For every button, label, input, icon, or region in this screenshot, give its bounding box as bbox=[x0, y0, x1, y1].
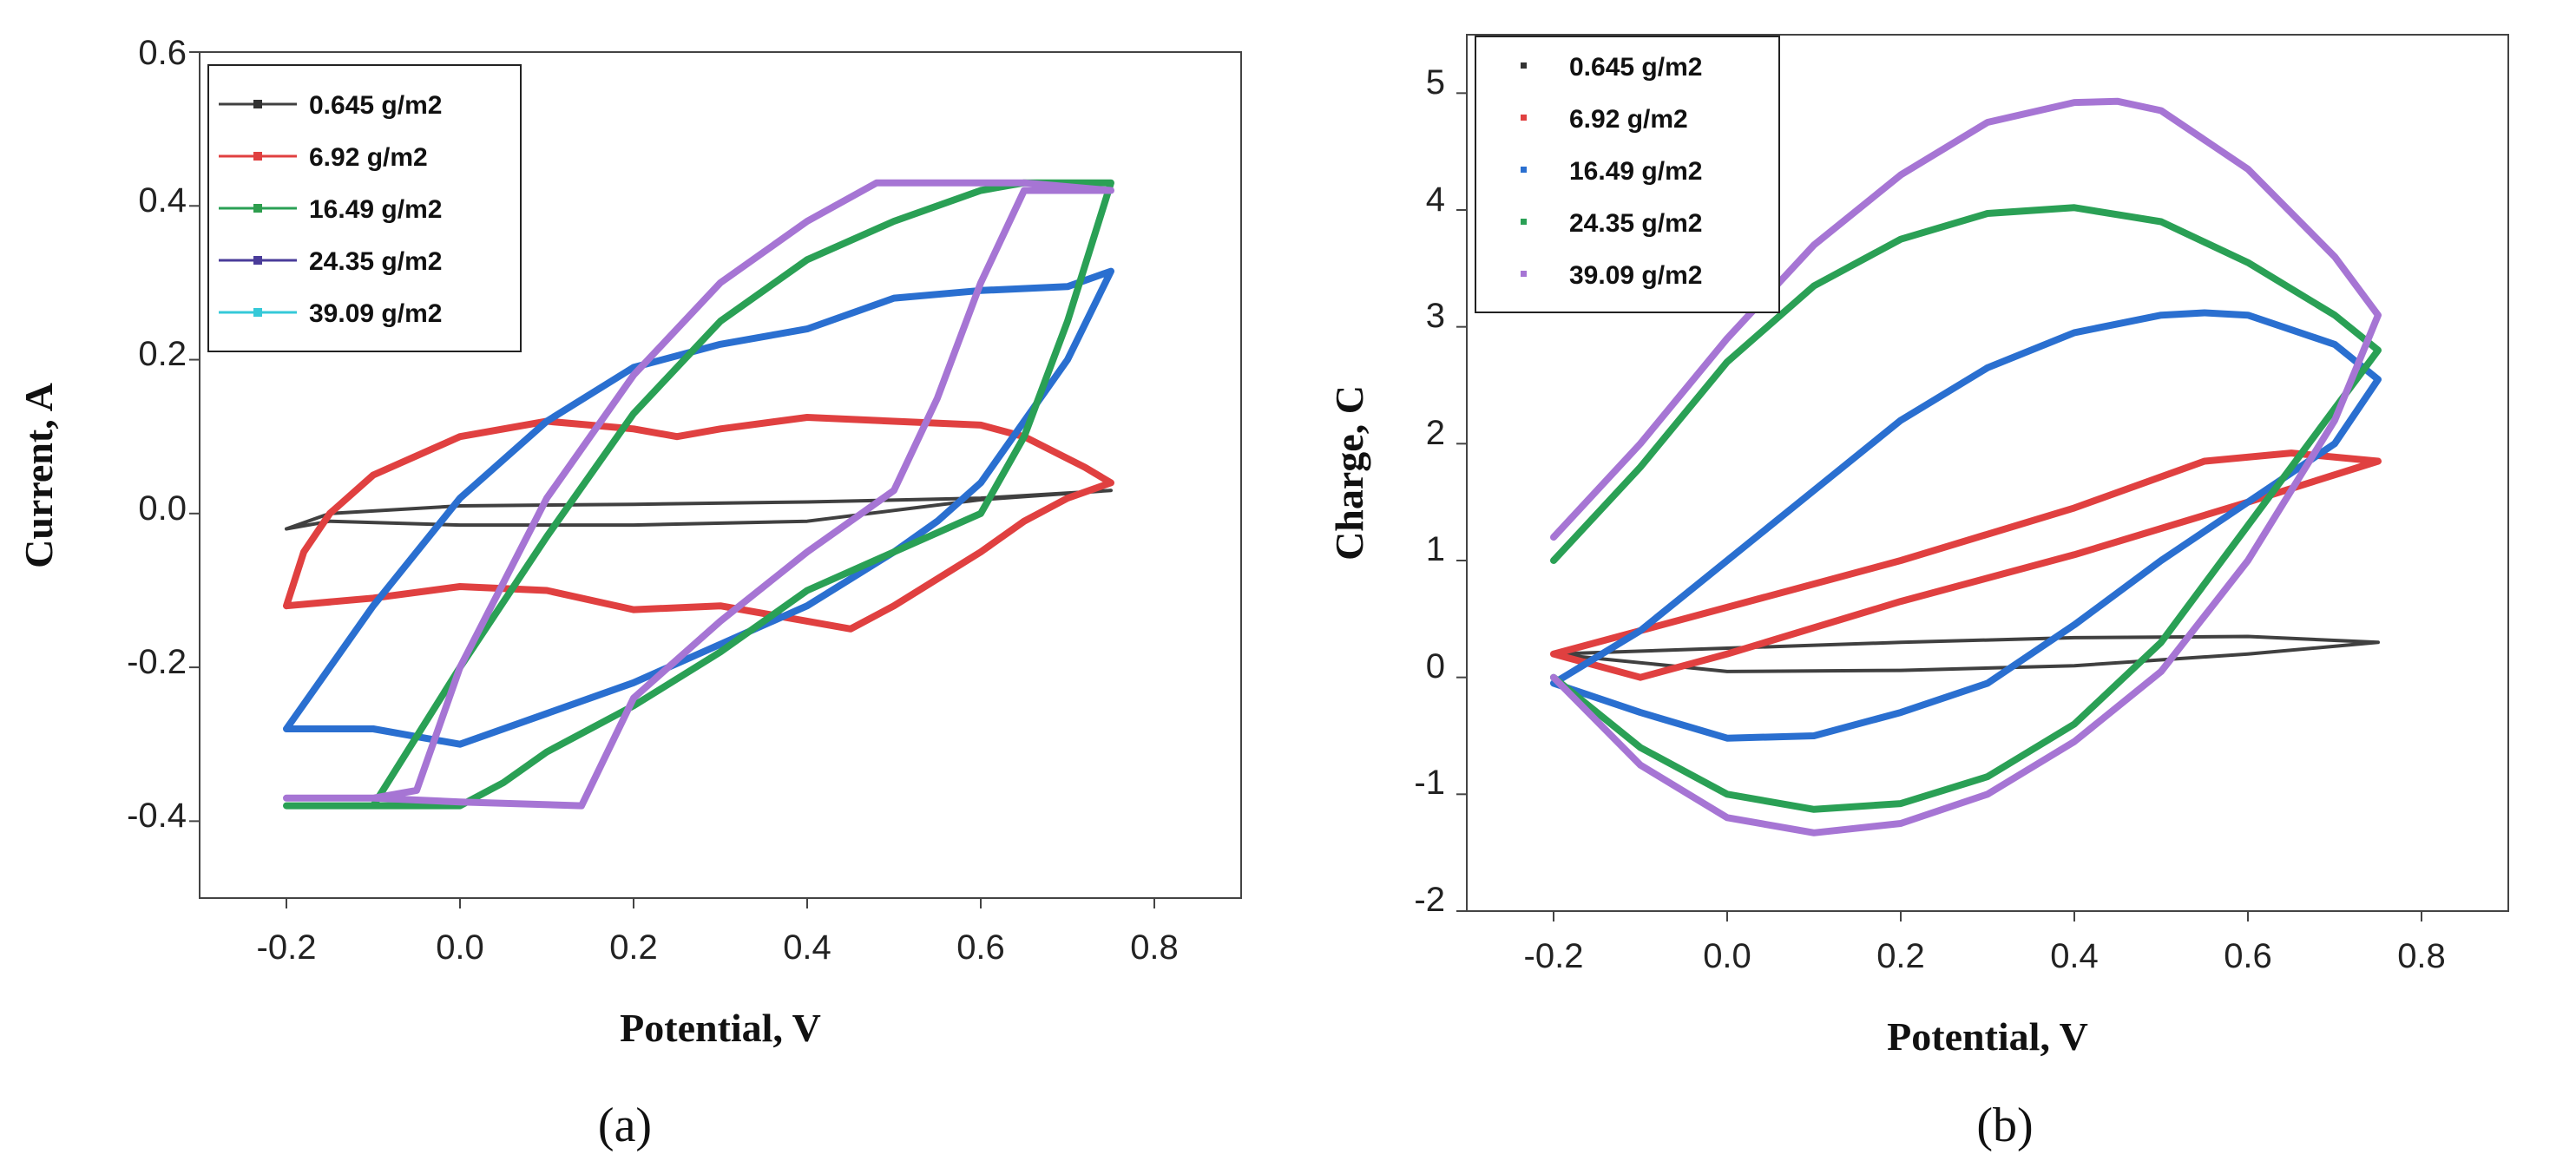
axis-ticks-b bbox=[1456, 92, 2422, 921]
panel-b: -2 -1 0 1 2 3 4 5 -0.2 0.0 0.2 0.4 0.6 0… bbox=[1327, 34, 2509, 1152]
series-group-a bbox=[283, 179, 1114, 810]
legend-marker bbox=[253, 256, 262, 265]
legend-label: 39.09 g/m2 bbox=[1569, 261, 1702, 290]
y-tick-label: 4 bbox=[1426, 180, 1445, 219]
y-tick-label: 2 bbox=[1426, 414, 1445, 452]
plot-frame-a bbox=[199, 51, 1242, 899]
series-line-39-09-g-m2 bbox=[1550, 97, 2382, 836]
panel-a: -0.4 -0.2 0.0 0.2 0.4 0.6 -0.2 0.0 0.2 0… bbox=[16, 34, 1242, 1152]
x-tick-label: 0.8 bbox=[2397, 937, 2446, 975]
y-axis-label: Current, A bbox=[16, 383, 61, 568]
x-tick-label: 0.4 bbox=[783, 928, 831, 967]
series-line-16-49-g-m2 bbox=[1550, 309, 2382, 742]
legend-marker bbox=[1521, 167, 1527, 173]
x-tick-label: 0.0 bbox=[436, 928, 484, 967]
series-group-b bbox=[1550, 97, 2382, 836]
legend-label: 24.35 g/m2 bbox=[1569, 209, 1702, 238]
x-tick-label: 0.0 bbox=[1703, 937, 1751, 975]
x-tick-label: 0.6 bbox=[956, 928, 1005, 967]
panel-caption-a: (a) bbox=[598, 1099, 652, 1152]
plot-frame-b bbox=[1466, 34, 2509, 912]
y-tick-label: 0.0 bbox=[138, 489, 187, 528]
y-tick-label: -0.2 bbox=[127, 643, 187, 681]
x-tick-label: 0.4 bbox=[2050, 937, 2099, 975]
y-tick-label: 5 bbox=[1426, 63, 1445, 102]
x-tick-label: 0.2 bbox=[1876, 937, 1925, 975]
legend-label: 0.645 g/m2 bbox=[309, 91, 442, 120]
y-tick-label: -2 bbox=[1414, 881, 1445, 919]
x-axis-label: Potential, V bbox=[620, 1006, 821, 1050]
legend-label: 6.92 g/m2 bbox=[1569, 105, 1688, 134]
series-line-24-35-g-m2 bbox=[283, 179, 1114, 810]
legend-label: 0.645 g/m2 bbox=[1569, 53, 1702, 82]
legend-marker bbox=[253, 100, 262, 108]
y-tick-label: -1 bbox=[1414, 764, 1445, 802]
legend-label: 24.35 g/m2 bbox=[309, 247, 442, 276]
legend-marker bbox=[1521, 115, 1527, 121]
x-tick-label: 0.2 bbox=[609, 928, 658, 967]
y-tick-label: 0.2 bbox=[138, 335, 187, 373]
x-tick-label: 0.6 bbox=[2224, 937, 2272, 975]
series-line-6-92-g-m2 bbox=[1550, 449, 2382, 681]
panel-caption-b: (b) bbox=[1976, 1099, 2033, 1152]
series-line-39-09-g-m2 bbox=[283, 179, 1114, 810]
series-line-0-645-g-m2 bbox=[1552, 634, 2380, 673]
legend-a: 0.645 g/m2 6.92 g/m2 16.49 g/m2 24.35 g/… bbox=[207, 64, 522, 352]
x-tick-label: 0.8 bbox=[1130, 928, 1179, 967]
x-axis-label: Potential, V bbox=[1887, 1014, 2088, 1059]
legend-label: 16.49 g/m2 bbox=[309, 195, 442, 224]
series-line-0-645-g-m2 bbox=[285, 489, 1113, 531]
legend-label: 6.92 g/m2 bbox=[309, 143, 428, 172]
legend-marker bbox=[253, 152, 262, 161]
series-line-24-35-g-m2 bbox=[1550, 204, 2382, 813]
legend-marker bbox=[253, 204, 262, 213]
legend-marker bbox=[253, 308, 262, 317]
y-tick-label: 1 bbox=[1426, 530, 1445, 568]
series-line-16-49-g-m2 bbox=[283, 267, 1114, 748]
y-tick-label: -0.4 bbox=[127, 797, 187, 835]
series-line-6-92-g-m2 bbox=[283, 414, 1114, 633]
legend-label: 16.49 g/m2 bbox=[1569, 157, 1702, 186]
x-tick-label: -0.2 bbox=[257, 928, 317, 967]
legend-b: 0.645 g/m2 6.92 g/m2 16.49 g/m2 24.35 g/… bbox=[1475, 36, 1780, 313]
legend-marker bbox=[1521, 62, 1527, 69]
legend-marker bbox=[1521, 271, 1527, 277]
x-tick-label: -0.2 bbox=[1524, 937, 1584, 975]
y-tick-label: 0 bbox=[1426, 647, 1445, 685]
legend-box bbox=[1475, 36, 1780, 313]
axis-ticks-a bbox=[189, 51, 1155, 908]
y-tick-label: 3 bbox=[1426, 297, 1445, 335]
y-tick-label: 0.4 bbox=[138, 181, 187, 220]
legend-marker bbox=[1521, 219, 1527, 225]
y-tick-label: 0.6 bbox=[138, 34, 187, 72]
y-axis-label: Charge, C bbox=[1327, 385, 1371, 561]
legend-label: 39.09 g/m2 bbox=[309, 299, 442, 328]
